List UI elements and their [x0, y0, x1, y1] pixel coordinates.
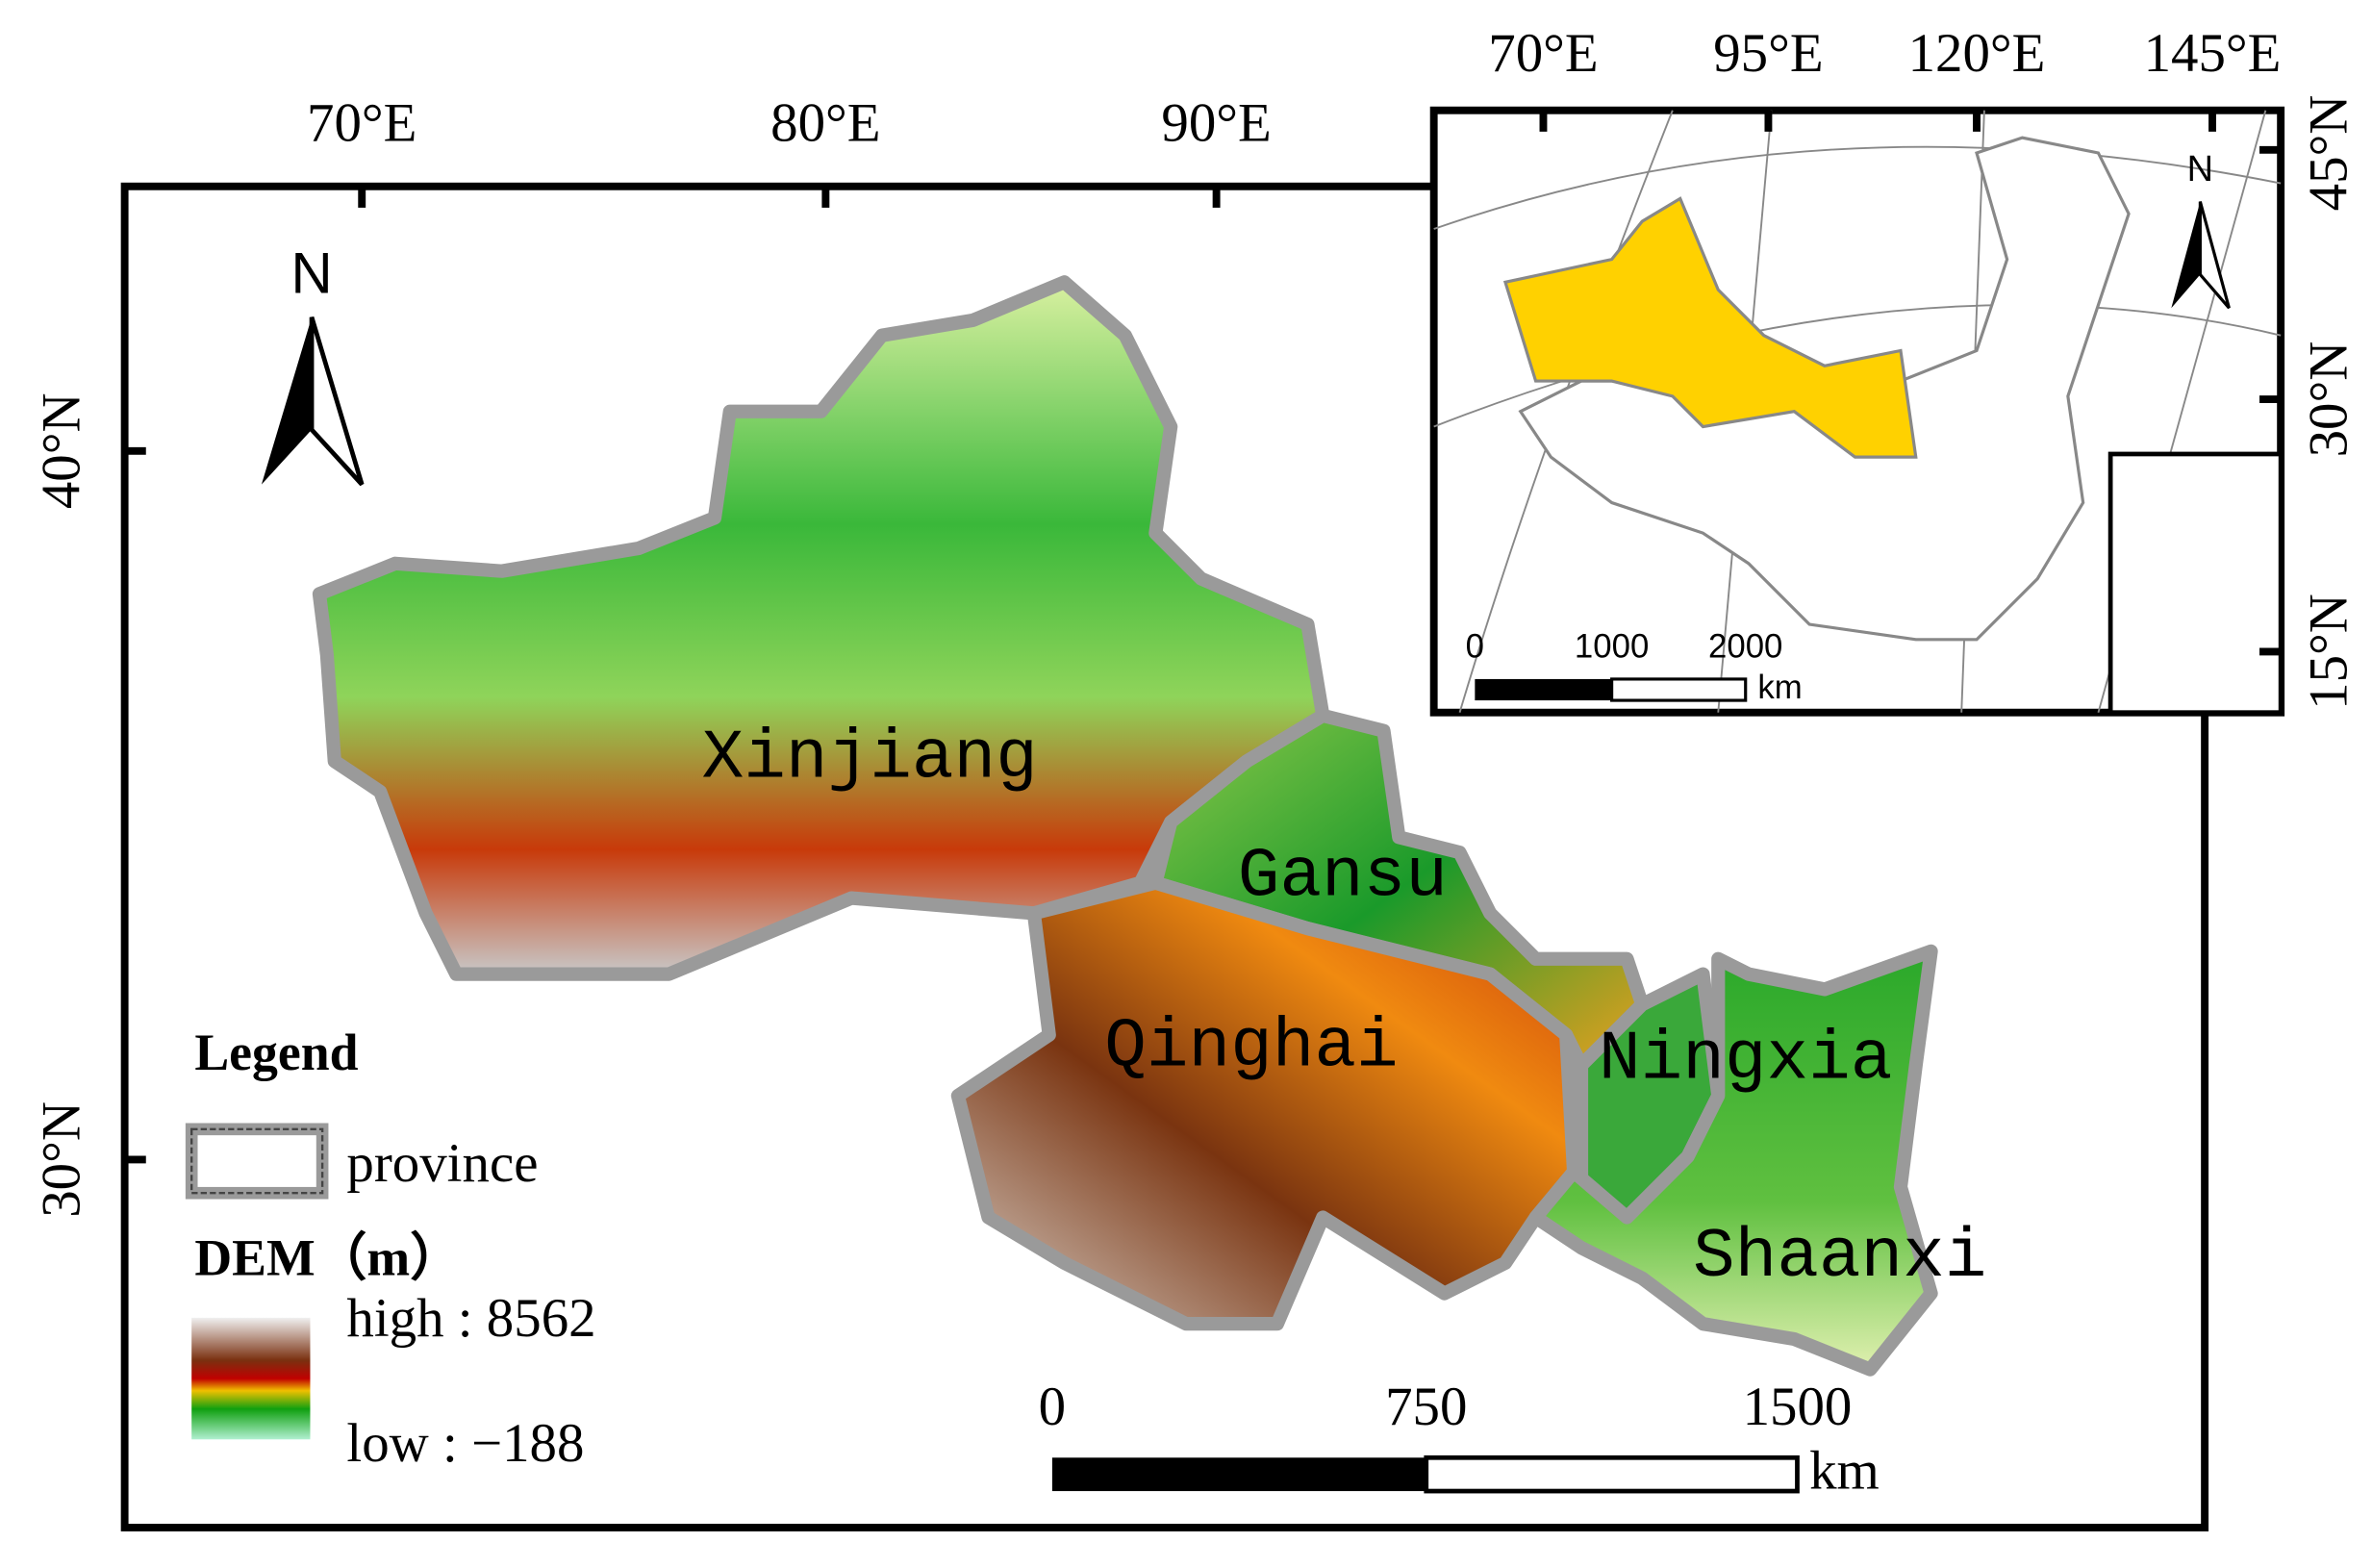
inset-scale-unit: km — [1757, 670, 1802, 706]
legend-swatch — [185, 1123, 329, 1200]
inset-north-arrow — [2198, 201, 2231, 310]
inset-north-label: N — [2187, 149, 2213, 190]
scale-label: 750 — [1385, 1377, 1467, 1437]
province-label: Gansu — [1238, 837, 1448, 917]
inset-scale-label: 1000 — [1575, 628, 1649, 665]
inset-scale-bar — [1610, 677, 1748, 702]
inset-lon-label: 145°E — [2144, 23, 2282, 84]
legend-high: high : 8562 — [346, 1288, 595, 1349]
inset-lon-label: 95°E — [1713, 23, 1823, 84]
inset-lat-label: 15°N — [2299, 594, 2359, 710]
legend-dem-title: DEM（m） — [194, 1228, 462, 1286]
province-label: Shaanxi — [1693, 1217, 1986, 1297]
scale-bar — [1051, 1457, 1426, 1492]
north-arrow-label: N — [290, 240, 332, 305]
legend-swatch-inner — [189, 1127, 324, 1195]
inset-study-area — [1502, 196, 1918, 459]
inset-scale-bar — [1475, 678, 1612, 701]
lon-label: 70°E — [307, 93, 416, 154]
province-qinghai — [950, 875, 1581, 1331]
lon-label: 90°E — [1161, 93, 1271, 154]
scale-bar — [1424, 1454, 1800, 1494]
scale-label: 1500 — [1743, 1377, 1853, 1437]
lat-label: 40°N — [32, 392, 92, 509]
inset-lon-label: 120°E — [1908, 23, 2046, 84]
inset-scale-label: 2000 — [1708, 628, 1782, 665]
scale-unit: km — [1809, 1440, 1880, 1501]
scale-label: 0 — [1039, 1377, 1066, 1437]
province-shaanxi — [1528, 944, 1938, 1377]
inset-lat-label: 30°N — [2299, 341, 2359, 458]
provinces — [312, 275, 1938, 1377]
province-label: Qinghai — [1104, 1007, 1398, 1087]
inset-ticks — [1539, 110, 2282, 656]
inset-lat-label: 45°N — [2299, 95, 2359, 212]
legend-label: province — [346, 1133, 538, 1194]
dem-ramp — [191, 1317, 311, 1440]
legend-low: low : −188 — [346, 1413, 584, 1474]
province-label: Xinjiang — [702, 718, 1038, 797]
inset-lon-label: 70°E — [1488, 23, 1598, 84]
province-label: Ningxia — [1599, 1019, 1892, 1099]
graticule-ticks — [124, 186, 1221, 1164]
legend-title: Legend — [194, 1024, 358, 1081]
province-xinjiang — [312, 275, 1330, 981]
inset-scs-box — [2107, 451, 2284, 716]
lon-label: 80°E — [770, 93, 880, 154]
lat-label: 30°N — [32, 1101, 92, 1218]
inset-scale-label: 0 — [1466, 628, 1484, 665]
